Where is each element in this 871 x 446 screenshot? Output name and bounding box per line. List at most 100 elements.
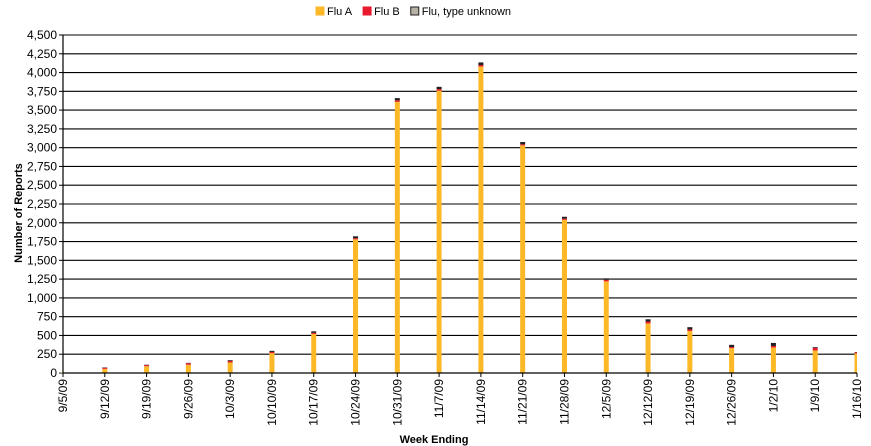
bar-flu-b-15 xyxy=(687,329,693,331)
axes xyxy=(62,35,857,374)
bar-flu-type-unknown-18 xyxy=(812,347,818,348)
bar-flu-a-1 xyxy=(102,368,108,373)
bar-flu-a-5 xyxy=(269,353,275,373)
legend: Flu A Flu B Flu, type unknown xyxy=(315,6,511,18)
x-tick-label: 10/31/09 xyxy=(390,379,404,426)
bar-flu-a-2 xyxy=(144,366,150,373)
bar-flu-type-unknown-11 xyxy=(520,142,526,145)
y-tick-label: 2,500 xyxy=(27,178,57,192)
bar-flu-type-unknown-5 xyxy=(269,350,275,352)
y-tick-labels: 0 250 500 750 1,000 1,250 1,500 1,750 2,000 2,250… xyxy=(27,28,57,380)
bar-flu-a-15 xyxy=(687,330,693,373)
x-tick-label: 1/9/10 xyxy=(808,379,822,413)
bar-flu-b-11 xyxy=(520,144,526,146)
y-tick-label: 2,000 xyxy=(27,216,57,230)
bar-flu-a-7 xyxy=(353,239,359,373)
legend-label-1: Flu B xyxy=(374,6,400,18)
x-tick-label: 11/21/09 xyxy=(516,379,530,425)
bar-flu-a-16 xyxy=(729,348,735,373)
y-axis-title: Number of Reports xyxy=(13,163,25,263)
x-tick-label: 9/26/09 xyxy=(181,379,195,419)
bar-flu-type-unknown-6 xyxy=(311,331,317,333)
bar-flu-b-2 xyxy=(144,365,150,367)
bar-flu-type-unknown-9 xyxy=(436,86,442,90)
y-tick-label: 3,500 xyxy=(27,103,57,117)
x-tick-label: 10/24/09 xyxy=(349,379,363,426)
bar-flu-type-unknown-4 xyxy=(227,360,233,361)
bars xyxy=(60,62,857,374)
bar-flu-type-unknown-8 xyxy=(394,98,400,101)
gridlines xyxy=(59,34,857,374)
bar-flu-b-16 xyxy=(729,347,735,349)
bar-flu-b-9 xyxy=(436,89,442,91)
bar-flu-a-8 xyxy=(394,101,400,374)
x-tick-label: 12/5/09 xyxy=(599,379,613,419)
legend-swatch-0 xyxy=(315,6,325,16)
bar-flu-type-unknown-16 xyxy=(729,344,735,348)
bar-flu-b-4 xyxy=(227,360,233,363)
bar-flu-b-8 xyxy=(394,100,400,102)
y-tick-label: 1,500 xyxy=(27,253,57,267)
y-tick-label: 0 xyxy=(50,366,57,380)
x-tick-label: 1/2/10 xyxy=(766,379,780,413)
bar-flu-b-19 xyxy=(854,352,857,354)
bar-flu-b-13 xyxy=(603,279,609,282)
bar-flu-b-7 xyxy=(353,238,359,240)
y-tick-label: 3,250 xyxy=(27,122,57,136)
bar-flu-b-18 xyxy=(812,347,818,351)
y-tick-label: 3,750 xyxy=(27,84,57,98)
y-tick-label: 4,250 xyxy=(27,47,57,61)
y-tick-label: 750 xyxy=(37,310,57,324)
y-tick-label: 1,000 xyxy=(27,291,57,305)
bar-flu-a-4 xyxy=(227,362,233,373)
y-tick-label: 3,000 xyxy=(27,141,57,155)
x-tick-label: 1/16/10 xyxy=(850,379,864,419)
bar-flu-a-18 xyxy=(812,350,818,373)
bar-flu-a-9 xyxy=(436,90,442,374)
bar-flu-a-12 xyxy=(561,219,567,373)
bar-flu-type-unknown-13 xyxy=(603,278,609,280)
y-tick-label: 2,250 xyxy=(27,197,57,211)
x-tick-label: 9/5/09 xyxy=(56,379,70,413)
x-tick-labels: 9/5/09 9/12/09 9/19/09 9/26/09 10/3/09 10/10/… xyxy=(56,373,864,426)
bar-flu-a-3 xyxy=(185,364,191,373)
x-tick-label: 10/3/09 xyxy=(223,379,237,419)
bar-flu-type-unknown-14 xyxy=(645,319,651,322)
bar-flu-a-6 xyxy=(311,333,317,373)
bar-flu-type-unknown-7 xyxy=(353,236,359,239)
bar-flu-a-14 xyxy=(645,323,651,373)
bar-flu-b-5 xyxy=(269,351,275,354)
bar-flu-a-13 xyxy=(603,281,609,373)
x-tick-label: 9/12/09 xyxy=(98,379,112,419)
bar-flu-b-17 xyxy=(770,345,776,348)
y-tick-label: 1,750 xyxy=(27,235,57,249)
bar-flu-a-11 xyxy=(520,145,526,373)
y-tick-label: 4,500 xyxy=(27,28,57,42)
x-tick-label: 9/19/09 xyxy=(140,379,154,419)
legend-swatch-1 xyxy=(362,6,372,16)
bar-flu-b-1 xyxy=(102,367,108,369)
bar-flu-type-unknown-10 xyxy=(478,62,484,66)
bar-flu-b-14 xyxy=(645,321,651,324)
x-tick-label: 12/19/09 xyxy=(683,379,697,426)
x-tick-label: 11/7/09 xyxy=(432,379,446,418)
y-tick-label: 500 xyxy=(37,328,57,342)
legend-swatch-2 xyxy=(410,6,420,16)
bar-flu-b-10 xyxy=(478,65,484,67)
x-tick-label: 12/12/09 xyxy=(641,379,655,426)
legend-label-0: Flu A xyxy=(327,6,353,18)
bar-flu-a-10 xyxy=(478,66,484,374)
y-tick-label: 1,250 xyxy=(27,272,57,286)
bar-flu-type-unknown-12 xyxy=(561,216,567,219)
bar-flu-b-6 xyxy=(311,332,317,334)
x-tick-label: 10/10/09 xyxy=(265,379,279,426)
legend-label-2: Flu, type unknown xyxy=(422,6,511,18)
x-tick-label: 12/26/09 xyxy=(725,379,739,426)
y-tick-label: 250 xyxy=(37,347,57,361)
x-axis-title: Week Ending xyxy=(400,434,469,446)
y-tick-label: 4,000 xyxy=(27,66,57,80)
bar-flu-b-12 xyxy=(561,218,567,220)
x-tick-label: 11/14/09 xyxy=(474,379,488,425)
bar-flu-type-unknown-15 xyxy=(687,327,693,330)
